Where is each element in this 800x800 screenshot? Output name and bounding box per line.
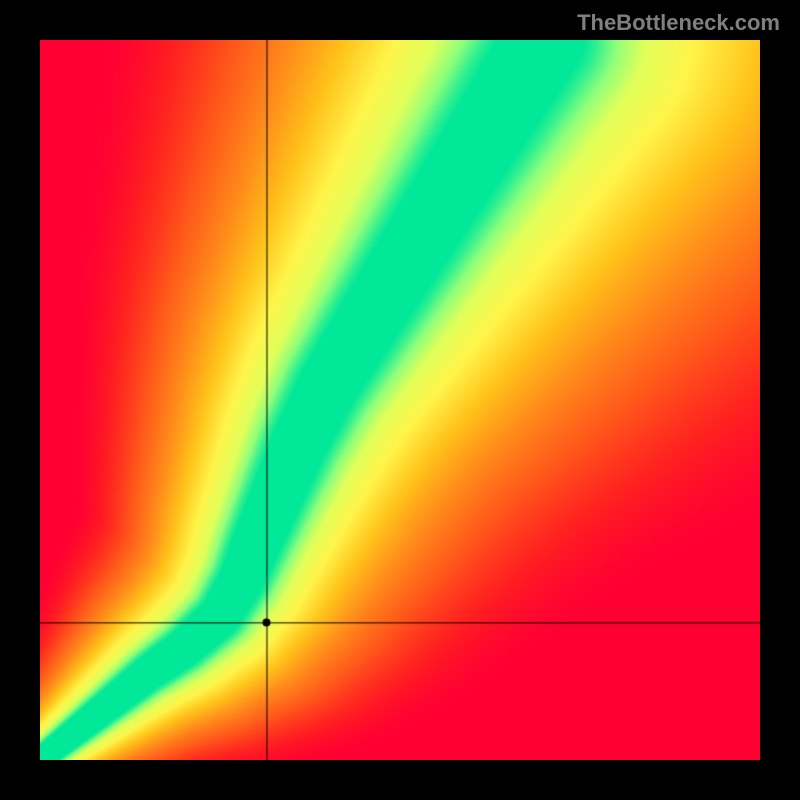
- watermark-text: TheBottleneck.com: [577, 10, 780, 36]
- heatmap-chart: [40, 40, 760, 760]
